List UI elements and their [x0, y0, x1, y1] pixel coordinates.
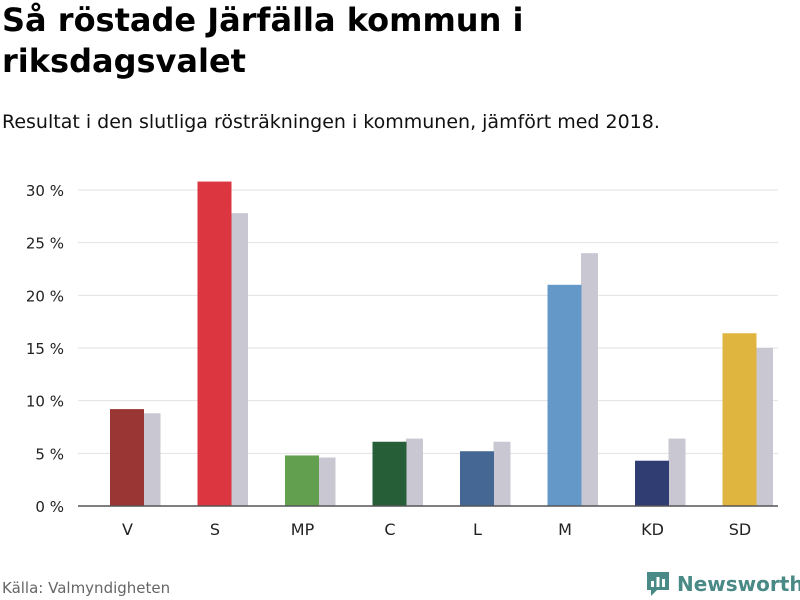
y-tick-label: 0 % [35, 498, 64, 516]
bar-2022-kd [635, 460, 669, 506]
bar-2022-mp [285, 455, 319, 506]
x-tick-label: SD [729, 520, 751, 539]
bar-2018-mp [318, 457, 336, 506]
y-tick-label: 15 % [26, 340, 64, 358]
bar-2018-kd [668, 438, 686, 506]
bar-chart: 0 % 5 % 10 % 15 % 20 % 25 % 30 % V S MP C L M KD SD [26, 181, 778, 539]
source-note: Källa: Valmyndigheten [2, 579, 171, 597]
x-tick-label: MP [291, 520, 315, 539]
brand-logo: Newsworthy [645, 569, 800, 599]
bar-2022-l [460, 451, 494, 506]
y-tick-label: 30 % [26, 182, 64, 200]
bar-2018-s [231, 213, 248, 506]
bar-2022-v [110, 409, 144, 506]
bar-2022-m [547, 284, 582, 506]
bar-2018-sd [756, 348, 773, 506]
y-tick-label: 25 % [26, 235, 64, 253]
bar-2018-m [581, 253, 598, 506]
x-tick-label: M [558, 520, 572, 539]
bar-2022-c [372, 441, 407, 506]
y-tick-label: 10 % [26, 393, 64, 411]
bar-chart-icon [647, 572, 669, 596]
y-tick-label: 20 % [26, 287, 64, 305]
y-tick-label: 5 % [35, 445, 64, 463]
x-tick-label: S [210, 520, 220, 539]
x-tick-label: V [122, 520, 133, 539]
x-tick-label: KD [641, 520, 664, 539]
bar-2018-l [493, 441, 511, 506]
x-tick-label: L [473, 520, 482, 539]
bar-2018-c [406, 438, 423, 506]
bar-2018-v [143, 413, 161, 506]
bar-2022-s [197, 181, 232, 506]
chart-subtitle: Resultat i den slutliga rösträkningen i … [2, 111, 660, 133]
brand-name: Newsworthy [677, 572, 800, 596]
bar-2022-sd [722, 333, 757, 506]
chart-title: Så röstade Järfälla kommun i riksdagsval… [2, 1, 524, 80]
x-tick-label: C [384, 520, 395, 539]
